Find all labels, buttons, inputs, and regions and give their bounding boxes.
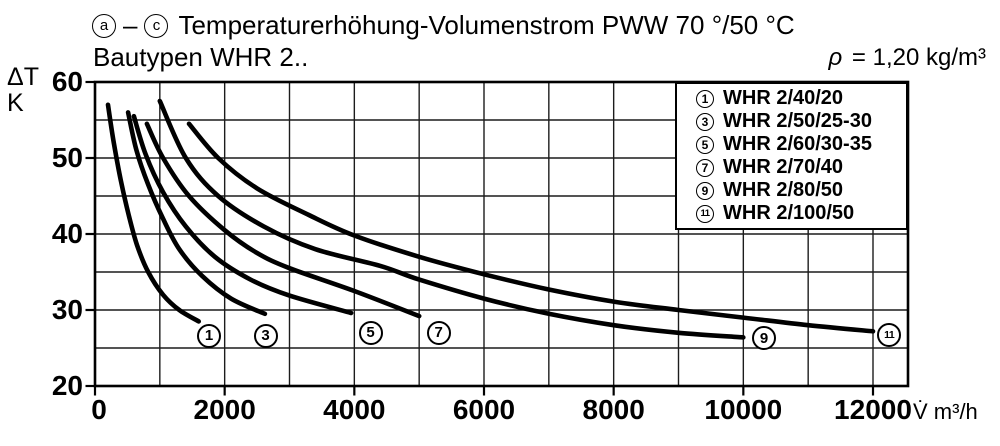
circled-7-icon: 7 [696, 158, 714, 177]
curve-9-whr-2-80-50 [157, 98, 746, 340]
legend-item-9: 9 WHR 2/80/50 [696, 179, 904, 202]
legend-item-label: WHR 2/50/25-30 [723, 110, 872, 132]
x-tick-label-4000: 4000 [323, 394, 386, 425]
x-tick-label-6000: 6000 [452, 394, 516, 425]
chart-subtitle: Bautypen WHR 2.. [93, 42, 309, 72]
x-tick-label-2000: 2000 [193, 394, 256, 425]
curve-11-whr-2-100-50 [186, 121, 876, 334]
x-tick-label-8000: 8000 [582, 394, 645, 425]
legend-item-label: WHR 2/100/50 [723, 202, 855, 224]
curve-label-1: 1 [197, 323, 222, 348]
circled-1-icon: 1 [696, 89, 714, 108]
x-tick-label-0: 0 [91, 394, 107, 425]
circled-5-icon: 5 [696, 135, 714, 154]
legend-item-11: 11 WHR 2/100/50 [696, 202, 904, 225]
page-title: a – c Temperaturerhöhung-Volumenstrom PW… [92, 10, 795, 41]
density-note: ρ = 1,20 kg/m³ [829, 44, 986, 72]
y-tick-label-50: 50 [51, 142, 83, 173]
legend-item-3: 3 WHR 2/50/25-30 [696, 110, 904, 133]
curve-7-whr-2-70-40 [144, 121, 422, 319]
y-tick-label-20: 20 [51, 370, 83, 401]
curve-label-11: 11 [877, 323, 902, 348]
x-axis-unit: V̇ m³/h [913, 399, 978, 424]
legend-item-label: WHR 2/70/40 [723, 156, 844, 178]
legend-item-1: 1 WHR 2/40/20 [696, 87, 904, 110]
y-tick-label-40: 40 [51, 218, 83, 249]
y-axis-title: ΔT K [7, 64, 39, 116]
curve-1-whr-2-40-20 [105, 102, 201, 324]
curve-label-7: 7 [426, 320, 451, 345]
legend-item-label: WHR 2/60/30-35 [723, 133, 872, 155]
y-axis-title-symbol: ΔT [7, 63, 39, 91]
legend: 1 WHR 2/40/20 3 WHR 2/50/25-30 5 WHR 2/60/30-… [675, 82, 908, 230]
circled-3-icon: 3 [696, 112, 714, 131]
curve-label-9: 9 [752, 326, 777, 351]
title-range-dash: – [123, 10, 138, 40]
curve-label-3: 3 [253, 323, 278, 348]
legend-item-label: WHR 2/80/50 [723, 179, 844, 201]
legend-item-5: 5 WHR 2/60/30-35 [696, 133, 904, 156]
circled-c-icon: c [144, 13, 169, 38]
curve-5-whr-2-60-30-35 [131, 113, 354, 316]
y-tick-label-60: 60 [51, 66, 83, 97]
title-text: Temperaturerhöhung-Volumenstrom PWW 70 °… [178, 10, 795, 40]
x-tick-label-12000: 12000 [834, 394, 912, 425]
curve-3-whr-2-50-25-30 [125, 110, 268, 317]
curve-label-5: 5 [358, 320, 383, 345]
y-axis-title-unit: K [7, 89, 24, 117]
circled-9-icon: 9 [696, 181, 714, 200]
legend-item-label: WHR 2/40/20 [723, 87, 844, 109]
y-tick-label-30: 30 [51, 294, 83, 325]
legend-item-7: 7 WHR 2/70/40 [696, 156, 904, 179]
x-tick-label-10000: 10000 [704, 394, 783, 425]
rho-symbol: ρ [828, 44, 843, 71]
circled-11-icon: 11 [696, 204, 714, 223]
circled-a-icon: a [92, 13, 116, 38]
density-value: = 1,20 kg/m³ [845, 44, 986, 71]
